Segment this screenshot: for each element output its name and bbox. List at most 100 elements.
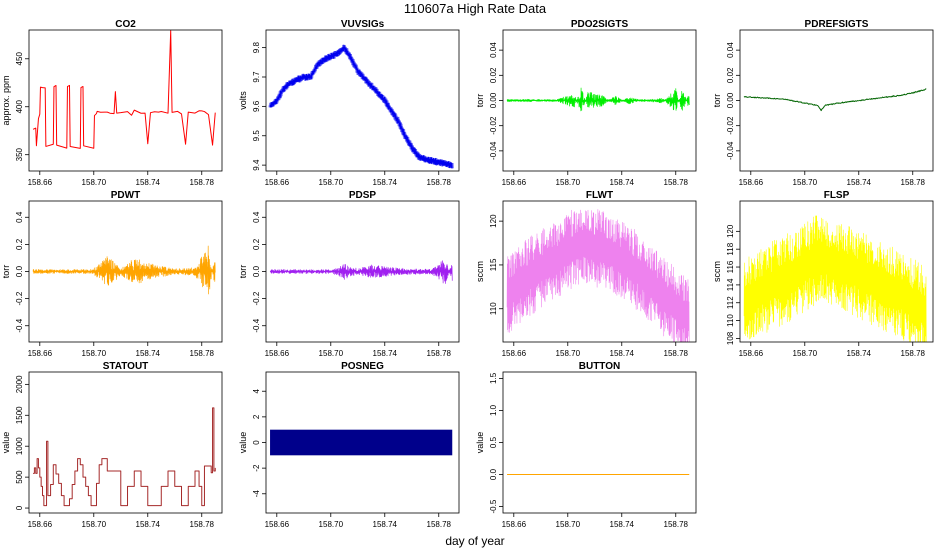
plot-data: [32, 30, 216, 149]
y-tick-label: -0.5: [489, 499, 498, 513]
y-tick-label: 0.0: [15, 265, 24, 277]
y-tick-label: -0.4: [252, 318, 261, 332]
x-tick-label: 158.78: [901, 178, 926, 187]
y-axis-label: torr: [238, 265, 248, 279]
panel-vuvsigs: VUVSIGs volts 158.66 158.70 158.74 158.78 9.4 9…: [238, 19, 460, 187]
x-tick-label: 158.66: [502, 178, 527, 187]
y-tick-label: 0: [15, 505, 24, 510]
y-tick-label: 1500: [15, 406, 24, 424]
x-tick-label: 158.74: [847, 178, 872, 187]
x-tick-label: 158.78: [427, 520, 452, 529]
data-series-pdsp: [269, 260, 453, 284]
y-tick-label: 500: [15, 470, 24, 484]
y-tick-label: 120: [726, 224, 735, 238]
x-tick-label: 158.74: [373, 178, 398, 187]
y-tick-label: 110: [726, 314, 735, 327]
x-tick-label: 158.78: [427, 349, 452, 358]
x-tick-label: 158.78: [664, 178, 689, 187]
plot-data: [743, 215, 927, 342]
panel-pdwt: PDWT torr 158.66 158.70 158.74 158.78 -0.4 -0.2…: [1, 190, 223, 358]
plot-frame: [265, 29, 460, 172]
x-tick-label: 158.74: [610, 520, 635, 529]
y-tick-label: -4: [252, 490, 261, 498]
panel-title: BUTTON: [579, 361, 620, 372]
x-tick-label: 158.70: [556, 520, 581, 529]
panel-title: FLSP: [824, 190, 850, 201]
y-tick-label: 116: [726, 260, 735, 273]
y-tick-label: -0.02: [726, 116, 735, 135]
x-tick-label: 158.70: [319, 520, 344, 529]
x-tick-label: 158.66: [265, 178, 290, 187]
y-tick-label: 0.0: [489, 468, 498, 480]
data-series-co2: [32, 30, 216, 149]
plot-data: [506, 209, 690, 342]
x-tick-label: 158.78: [901, 349, 926, 358]
y-tick-label: 4: [252, 388, 261, 393]
y-tick-label: 0.0: [252, 265, 261, 277]
y-tick-label: -0.02: [489, 116, 498, 135]
data-series-pdrefsigts: [743, 88, 927, 112]
y-tick-label: 9.7: [252, 71, 261, 83]
x-tick-label: 158.78: [190, 520, 215, 529]
panel-title: PDREFSIGTS: [805, 19, 869, 30]
panel-posneg: POSNEG value 158.66 158.70 158.74 158.78 -4 -2 0…: [238, 361, 460, 529]
figure-title: 110607a High Rate Data: [404, 1, 547, 16]
y-tick-label: 112: [726, 296, 735, 309]
plot-frame: [502, 200, 697, 343]
y-tick-label: 0.02: [726, 67, 735, 83]
panel-statout: STATOUT value 158.66 158.70 158.74 158.78 0 500…: [1, 361, 223, 529]
y-tick-label: 120: [489, 214, 498, 228]
y-tick-label: 9.4: [252, 159, 261, 171]
y-axis-label: sccm: [712, 261, 722, 282]
data-series-pdwt: [32, 245, 216, 295]
y-tick-label: 450: [15, 52, 24, 66]
y-tick-label: 2000: [15, 375, 24, 393]
x-tick-label: 158.66: [739, 349, 764, 358]
x-tick-label: 158.74: [610, 178, 635, 187]
y-axis-label: volts: [238, 91, 248, 110]
y-tick-label: 0.4: [252, 211, 261, 223]
y-tick-label: 0.04: [489, 42, 498, 58]
y-tick-label: 1000: [15, 437, 24, 455]
panel-pdsp: PDSP torr 158.66 158.70 158.74 158.78 -0.4 -0.2…: [238, 190, 460, 358]
x-tick-label: 158.70: [793, 178, 818, 187]
y-tick-label: 115: [489, 258, 498, 271]
y-tick-label: 9.6: [252, 100, 261, 112]
x-tick-label: 158.66: [28, 520, 53, 529]
panel-title: PDWT: [111, 190, 140, 201]
x-tick-label: 158.78: [427, 178, 452, 187]
y-tick-label: -0.2: [252, 291, 261, 305]
y-tick-label: 0.4: [15, 211, 24, 223]
panel-title: PDO2SIGTS: [571, 19, 629, 30]
plot-data: [269, 260, 453, 284]
panel-button: BUTTON value 158.66 158.70 158.74 158.78 -0.5 0…: [475, 361, 697, 529]
y-axis-label: torr: [712, 94, 722, 108]
x-tick-label: 158.70: [793, 349, 818, 358]
x-tick-label: 158.70: [82, 178, 107, 187]
x-tick-label: 158.70: [82, 520, 107, 529]
data-series-envelope: [268, 44, 454, 169]
y-tick-label: 2: [252, 414, 261, 419]
panel-co2: CO2 approx. ppm 158.66 158.70 158.74 158.78 35…: [1, 19, 223, 187]
x-tick-label: 158.70: [82, 349, 107, 358]
plot-data: [506, 87, 690, 112]
plot-data: [268, 44, 454, 169]
data-series-statout: [33, 407, 216, 507]
y-axis-label: torr: [475, 94, 485, 108]
y-tick-label: 118: [726, 242, 735, 255]
plot-data: [33, 407, 216, 507]
plot-frame: [28, 371, 223, 514]
panel-grid: CO2 approx. ppm 158.66 158.70 158.74 158.78 35…: [1, 19, 934, 529]
y-tick-label: 350: [15, 147, 24, 161]
x-tick-label: 158.78: [664, 520, 689, 529]
x-tick-label: 158.74: [373, 520, 398, 529]
x-tick-label: 158.78: [190, 349, 215, 358]
x-tick-label: 158.70: [319, 349, 344, 358]
y-tick-label: -0.2: [15, 291, 24, 305]
y-axis-label: approx. ppm: [1, 75, 11, 125]
x-tick-label: 158.66: [265, 349, 290, 358]
x-tick-label: 158.66: [28, 178, 53, 187]
y-tick-label: 0.2: [252, 238, 261, 250]
y-tick-label: 0: [252, 440, 261, 445]
